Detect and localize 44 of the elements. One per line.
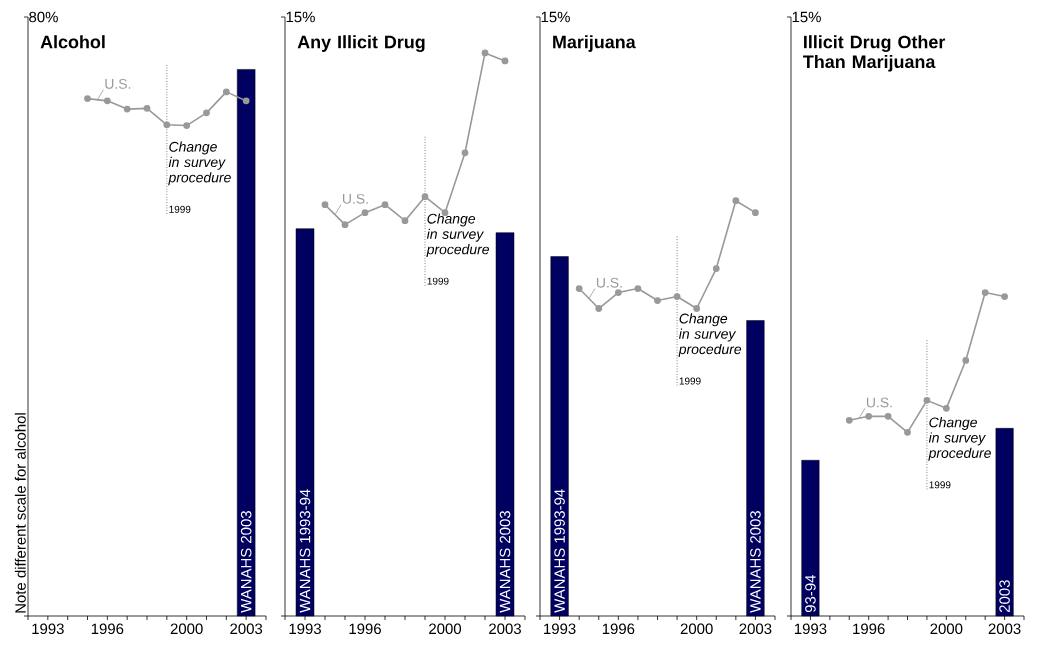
x-tick-label: 2003 xyxy=(230,623,263,635)
text: Marijuana xyxy=(553,35,636,52)
x-tick-label: 1993 xyxy=(32,623,64,635)
y-tick-label: 15% xyxy=(541,11,570,23)
annotation: WANAHS 2003 xyxy=(750,511,761,613)
x-tick-label: 1993 xyxy=(794,623,827,635)
ref-line-label: 1999 xyxy=(929,481,951,489)
annotation: 2003 xyxy=(999,580,1010,613)
series-label: U.S. xyxy=(866,397,892,408)
x-tick-label: 2000 xyxy=(930,623,963,635)
annotation: Change in survey procedure xyxy=(168,141,231,186)
annotation: WANAHS 1993-94 xyxy=(299,489,311,613)
x-tick-label: 1996 xyxy=(349,623,381,635)
annotation: WANAHS 2003 xyxy=(499,511,511,613)
x-tick-label: 1996 xyxy=(91,623,124,635)
text: Alcohol xyxy=(40,35,105,49)
x-tick-label: 1996 xyxy=(853,623,885,635)
series-label: U.S. xyxy=(342,193,368,204)
annotation: Change in survey procedure xyxy=(678,313,742,357)
x-tick-label: 2000 xyxy=(429,623,462,635)
annotation: WANAHS 1993-94 xyxy=(554,489,565,613)
x-tick-label: 2003 xyxy=(489,623,521,635)
ref-line-label: 1999 xyxy=(169,205,191,213)
ref-line-label: 1999 xyxy=(427,277,449,285)
annotation: 93-94 xyxy=(805,575,816,613)
text: Illicit Drug Other Than Marijuana xyxy=(803,35,946,72)
ref-line-label: 1999 xyxy=(679,377,701,385)
x-tick-label: 1993 xyxy=(289,623,321,635)
x-tick-label: 2003 xyxy=(988,623,1021,635)
y-tick-label: 15% xyxy=(792,11,821,23)
series-label: U.S. xyxy=(105,78,131,89)
text: Note different scale for alcohol xyxy=(14,413,26,613)
x-tick-label: 2003 xyxy=(739,623,772,635)
x-tick-label: 1996 xyxy=(602,623,635,635)
y-tick-label: 15% xyxy=(286,11,315,23)
x-tick-label: 2000 xyxy=(170,623,203,635)
annotation: Change in survey procedure xyxy=(426,213,489,258)
text: Any Illicit Drug xyxy=(297,35,425,52)
x-tick-label: 1993 xyxy=(544,623,576,635)
annotation: Change in survey procedure xyxy=(928,417,991,461)
series-label: U.S. xyxy=(596,277,622,288)
y-tick-label: 80% xyxy=(29,11,58,23)
annotation: WANAHS 2003 xyxy=(240,511,252,613)
x-tick-label: 2000 xyxy=(680,623,713,635)
